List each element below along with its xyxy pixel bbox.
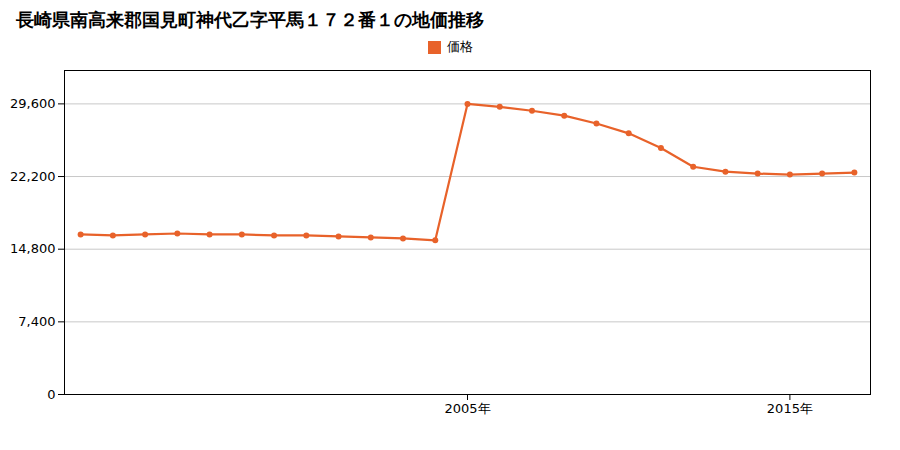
html-text:価格: 価格 xyxy=(446,39,473,54)
svg-text:2015年: 2015年 xyxy=(767,401,813,416)
svg-text:7,400: 7,400 xyxy=(18,314,55,329)
svg-text:22,200: 22,200 xyxy=(10,169,56,184)
svg-text:0: 0 xyxy=(47,387,55,402)
svg-text:14,800: 14,800 xyxy=(10,241,56,256)
svg-text:29,600: 29,600 xyxy=(10,96,56,111)
html-text:長崎県南高来郡国見町神代乙字平馬１７２番１の地価推移: 長崎県南高来郡国見町神代乙字平馬１７２番１の地価推移 xyxy=(16,9,484,30)
svg-text:2005年: 2005年 xyxy=(444,401,490,416)
